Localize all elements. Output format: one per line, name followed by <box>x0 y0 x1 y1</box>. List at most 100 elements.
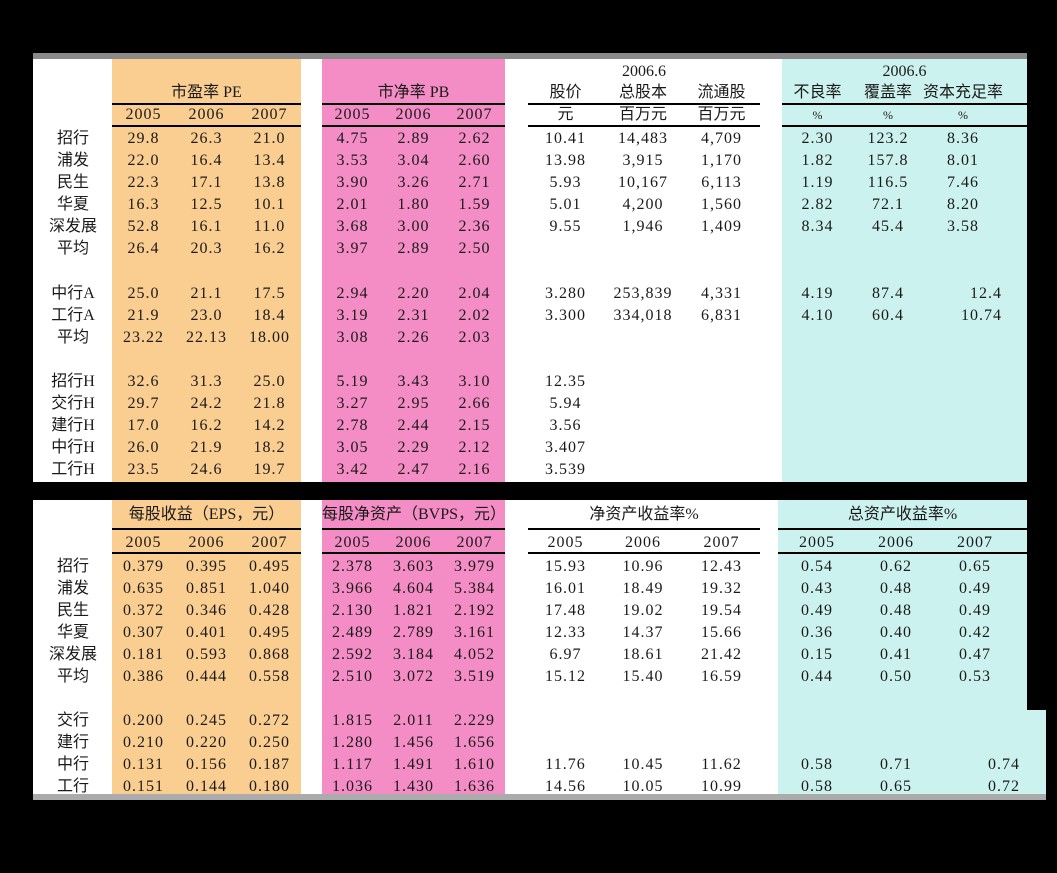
table-row: 中行 0.131 0.156 0.187 1.117 1.491 1.610 11.76 10.… <box>33 754 1027 776</box>
row-label <box>41 349 105 371</box>
cell: 22.0 <box>127 152 160 170</box>
cell: 3.184 <box>393 646 434 663</box>
table-row: 华夏 0.307 0.401 0.495 2.489 2.789 3.161 12.33 14.… <box>33 622 1027 644</box>
cell: 0.36 <box>801 624 833 641</box>
cell: 23.22 <box>123 328 164 346</box>
cell <box>603 327 683 349</box>
cell: 3.56 <box>549 417 582 435</box>
cell: 21.42 <box>701 646 742 663</box>
cell: 18.4 <box>253 306 286 324</box>
cell <box>853 459 923 481</box>
row-label: 招行 <box>56 130 89 147</box>
cell: 8.20 <box>947 196 979 214</box>
cell: 12.43 <box>701 558 742 575</box>
cell: 12.33 <box>545 624 586 641</box>
cell: 5.93 <box>549 174 582 192</box>
year-header: 2006 <box>878 534 914 551</box>
cell: 1.036 <box>332 778 373 795</box>
cell: 8.34 <box>801 218 834 236</box>
table-top-border <box>33 53 1027 59</box>
cell: 12.35 <box>545 373 586 391</box>
cell: 1,946 <box>622 218 664 236</box>
cell: 0.15 <box>801 646 833 663</box>
cell: 0.250 <box>249 734 290 751</box>
year-header: 2005 <box>125 106 162 123</box>
cell: 0.74 <box>988 756 1020 773</box>
row-label: 深发展 <box>48 218 97 236</box>
table-row: 民生 22.3 17.1 13.8 3.90 3.26 2.71 5.93 10,167 6,11… <box>33 172 1027 194</box>
cell <box>528 261 603 283</box>
cell: 6,113 <box>701 174 742 192</box>
cell <box>603 710 683 732</box>
cell: 0.181 <box>123 646 164 663</box>
cell <box>322 261 383 283</box>
cell: 3.05 <box>336 439 369 457</box>
cell: 2.20 <box>397 284 430 302</box>
cell: 2.89 <box>397 130 430 147</box>
cell: 3.08 <box>336 328 369 346</box>
cell <box>683 327 760 349</box>
cell: 0.200 <box>123 712 164 729</box>
cell: 0.495 <box>249 624 290 641</box>
cell: 0.49 <box>959 602 991 619</box>
table-row: 平均 26.4 20.3 16.2 3.97 2.89 2.50 <box>33 238 1027 260</box>
cell: 26.3 <box>190 130 223 147</box>
cell: 45.4 <box>872 218 904 236</box>
year-header: 2007 <box>456 106 493 123</box>
cell: 29.7 <box>127 395 160 413</box>
cell: 16.3 <box>127 196 160 214</box>
header-rule <box>112 552 301 554</box>
cell: 14,483 <box>618 130 668 147</box>
cell: 29.8 <box>127 130 160 147</box>
cell: 24.2 <box>190 395 223 413</box>
period-label-quality: 2006.6 <box>882 63 927 80</box>
header-rule <box>112 528 301 530</box>
cell: 0.49 <box>959 580 991 597</box>
row-label: 中行 <box>56 756 89 773</box>
unit-header-mn-yuan: 百万元 <box>697 106 746 123</box>
cell: 11.0 <box>253 218 286 236</box>
row-label: 工行A <box>51 306 95 324</box>
roa-group-title: 总资产收益率% <box>847 506 958 523</box>
bvps-column-band <box>322 500 505 794</box>
cell <box>853 261 923 283</box>
cell: 2.82 <box>801 196 834 214</box>
cell: 15.12 <box>545 668 586 685</box>
cell: 2.789 <box>393 624 434 641</box>
cell: 16.1 <box>190 218 223 236</box>
cell: 5.19 <box>336 373 369 391</box>
cell: 19.32 <box>701 580 742 597</box>
cell: 0.558 <box>249 668 290 685</box>
table-row-blank <box>33 349 1027 371</box>
cell: 3.979 <box>454 558 495 575</box>
cell: 16.2 <box>190 417 223 435</box>
pe-column-band <box>112 59 301 482</box>
cell: 1.821 <box>393 602 434 619</box>
cell: 0.379 <box>123 558 164 575</box>
cell: 3.19 <box>336 306 369 324</box>
cell <box>603 459 683 481</box>
row-label: 建行 <box>56 734 89 751</box>
cell <box>444 261 505 283</box>
cell: 2.011 <box>393 712 434 729</box>
cell <box>856 732 936 754</box>
cell <box>936 732 1027 754</box>
table-row: 交行H 29.7 24.2 21.8 3.27 2.95 2.66 5.94 <box>33 393 1027 415</box>
cell: 11.62 <box>701 756 742 773</box>
cell: 0.144 <box>186 778 227 795</box>
cell <box>528 238 603 260</box>
cell: 6,831 <box>701 306 742 324</box>
cell: 18.00 <box>249 328 290 346</box>
cell: 0.210 <box>123 734 164 751</box>
cell <box>238 261 301 283</box>
cell: 12.5 <box>190 196 223 214</box>
col-header-car: 资本充足率 <box>923 84 1004 101</box>
cell: 0.43 <box>801 580 833 597</box>
cell: 22.3 <box>127 174 160 192</box>
cell: 1.040 <box>249 580 290 597</box>
cell: 253,839 <box>613 284 673 302</box>
cell: 18.49 <box>622 580 664 597</box>
cell: 0.65 <box>959 558 991 575</box>
row-label: 建行H <box>51 417 95 435</box>
unit-header-percent: % <box>958 108 968 122</box>
